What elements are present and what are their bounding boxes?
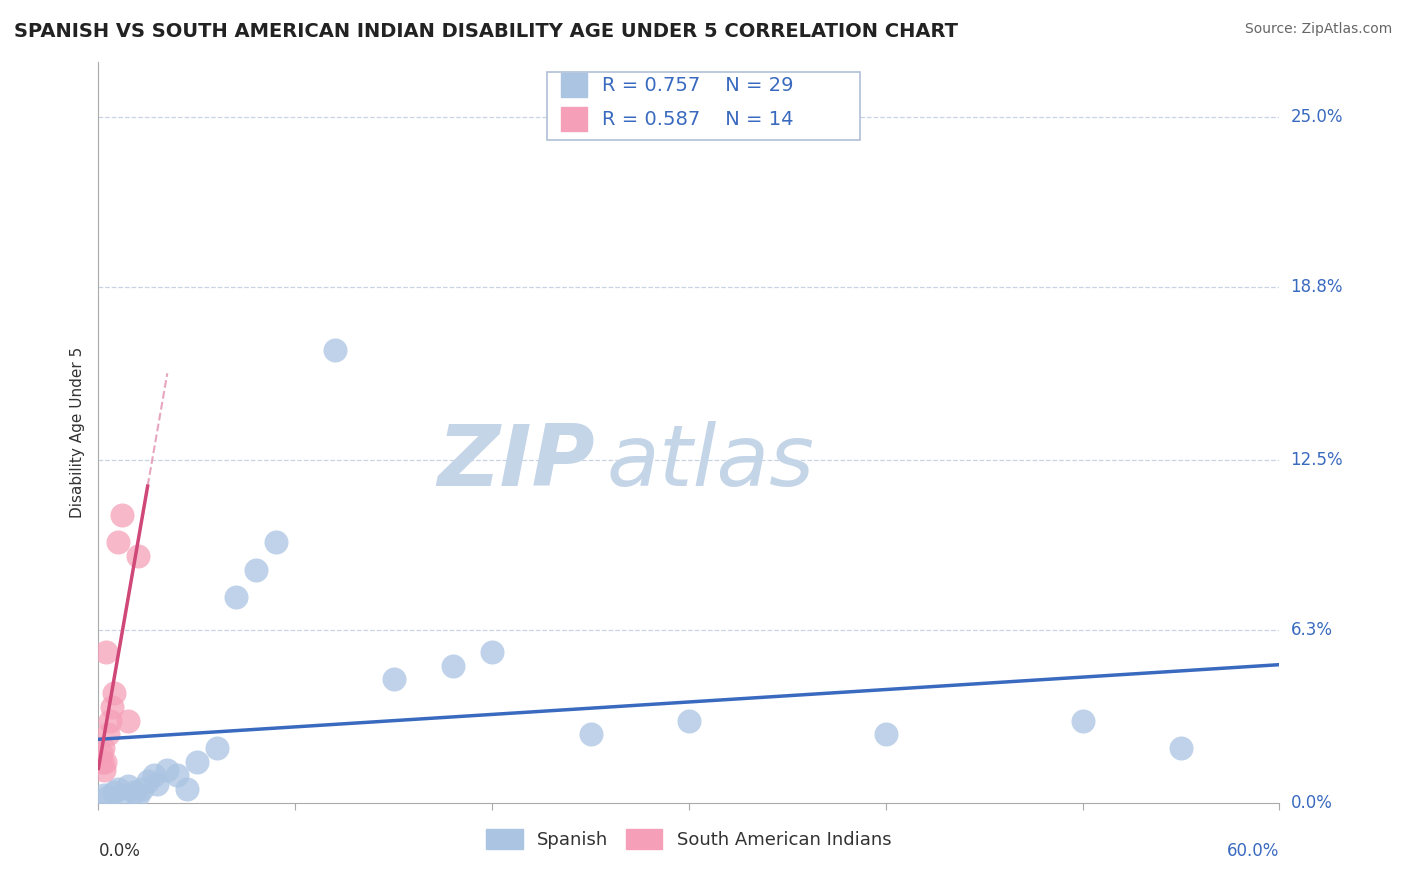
Point (96, 645, 118, 659)
Point (1170, 741, 1192, 756)
Point (1071, 714, 1094, 728)
Point (579, 727, 602, 741)
Point (146, 776, 169, 790)
Point (264, 535, 287, 549)
Bar (561, 107, 588, 131)
Point (103, 686, 125, 700)
Text: SPANISH VS SOUTH AMERICAN INDIAN DISABILITY AGE UNDER 5 CORRELATION CHART: SPANISH VS SOUTH AMERICAN INDIAN DISABIL… (14, 22, 957, 41)
Point (323, 343, 346, 358)
Point (122, 785, 145, 799)
Point (142, 768, 165, 782)
Point (103, 785, 125, 799)
Point (166, 768, 188, 782)
Point (107, 782, 129, 797)
Point (127, 788, 149, 802)
Point (245, 563, 267, 577)
Point (481, 645, 503, 659)
Text: 60.0%: 60.0% (1227, 842, 1279, 860)
Text: 6.3%: 6.3% (1291, 621, 1333, 639)
Bar (561, 73, 588, 97)
Point (678, 714, 700, 728)
Point (205, 741, 228, 756)
Point (98, 714, 121, 728)
Point (91, 755, 114, 769)
Point (186, 755, 208, 769)
Point (382, 673, 405, 687)
Y-axis label: Disability Age Under 5: Disability Age Under 5 (69, 347, 84, 518)
Point (136, 773, 159, 788)
Point (97, 727, 120, 741)
Point (93, 763, 115, 777)
Point (176, 782, 198, 797)
Point (107, 535, 129, 549)
Point (875, 727, 897, 741)
Point (101, 699, 124, 714)
Point (94, 755, 117, 769)
Text: atlas: atlas (606, 421, 814, 504)
Point (90, 747, 112, 761)
Point (441, 658, 464, 673)
Point (97, 790, 120, 805)
Point (93, 741, 115, 756)
Text: 25.0%: 25.0% (1291, 108, 1343, 127)
Text: 12.5%: 12.5% (1291, 451, 1343, 469)
Point (127, 549, 149, 563)
Point (111, 508, 134, 522)
Point (111, 788, 134, 802)
Point (117, 780, 139, 794)
Point (117, 714, 139, 728)
Text: 18.8%: 18.8% (1291, 278, 1343, 296)
Point (131, 782, 153, 797)
Text: 0.0%: 0.0% (98, 842, 141, 860)
FancyBboxPatch shape (547, 72, 860, 140)
Point (156, 763, 179, 777)
Text: Source: ZipAtlas.com: Source: ZipAtlas.com (1244, 22, 1392, 37)
Point (225, 590, 247, 604)
Text: R = 0.587    N = 14: R = 0.587 N = 14 (602, 110, 793, 128)
Text: R = 0.757    N = 29: R = 0.757 N = 29 (602, 76, 793, 95)
Text: ZIP: ZIP (437, 421, 595, 504)
Point (93, 788, 115, 802)
Text: 0.0%: 0.0% (1291, 794, 1333, 812)
Legend: Spanish, South American Indians: Spanish, South American Indians (479, 822, 898, 856)
